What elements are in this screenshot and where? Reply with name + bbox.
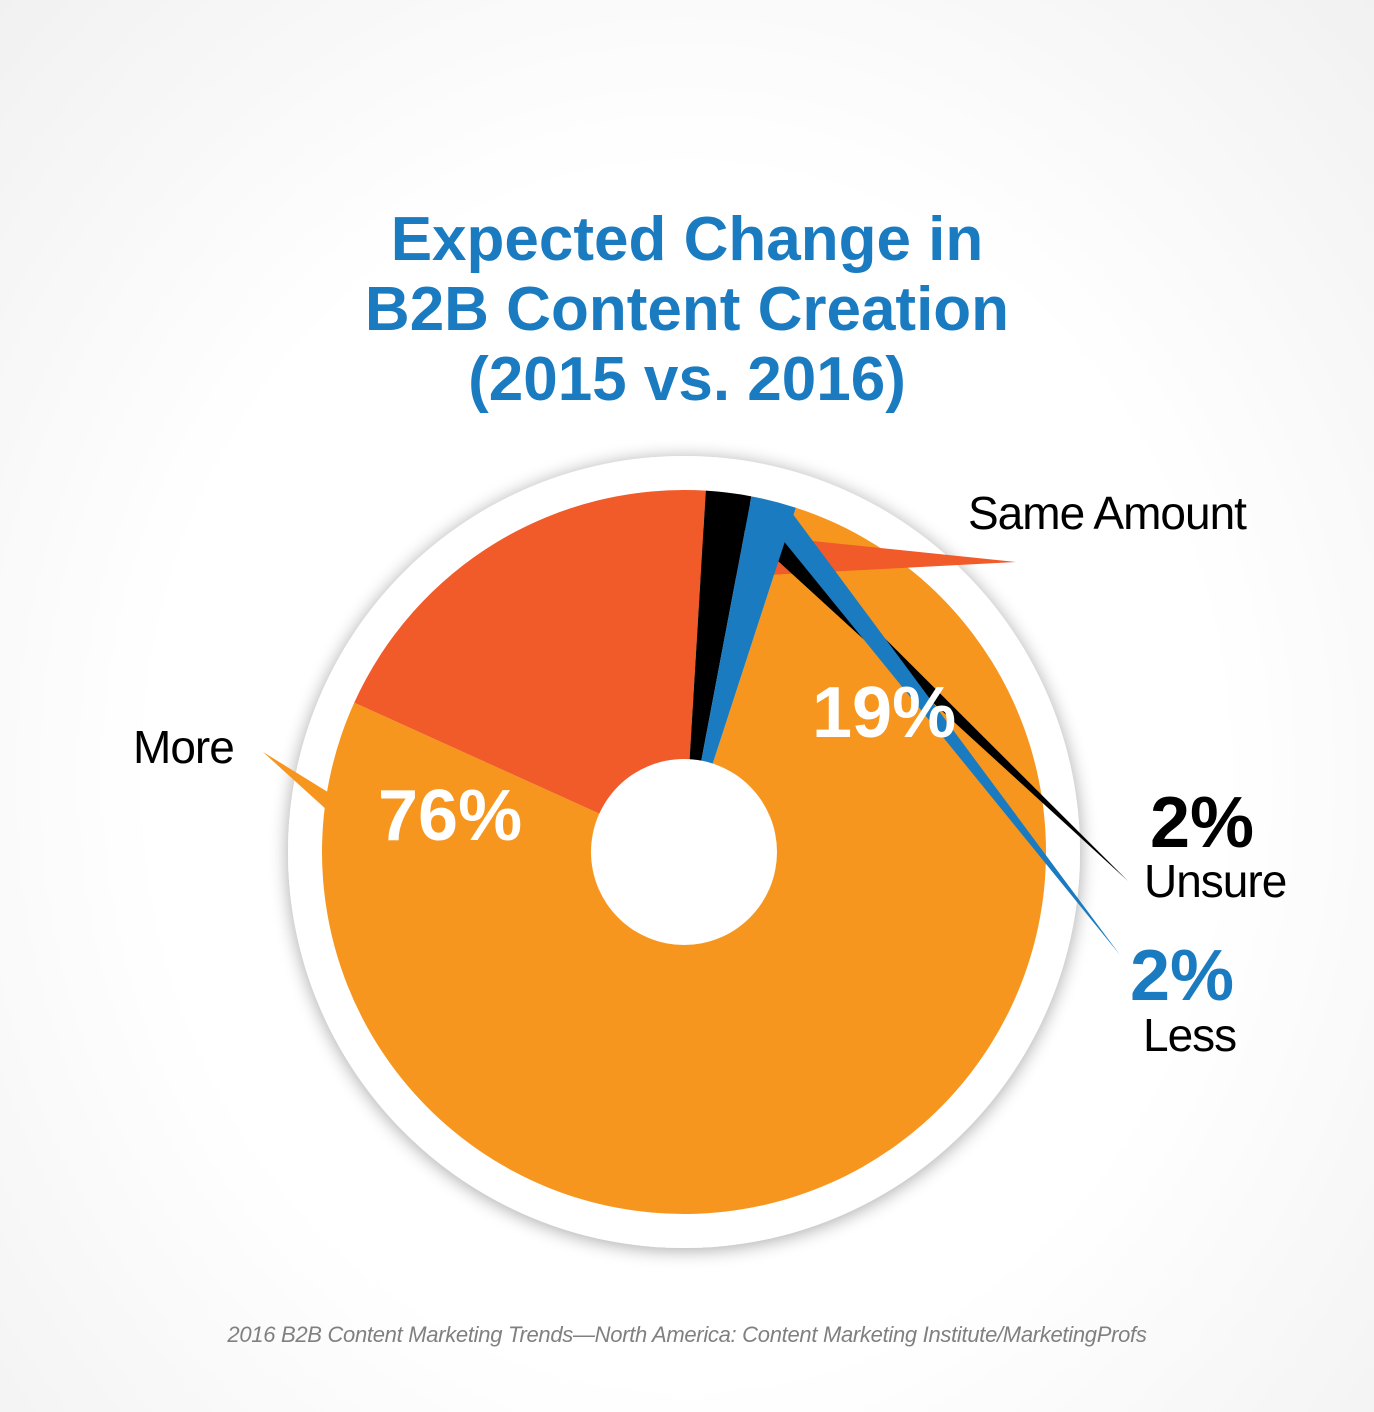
label-unsure: Unsure: [1144, 855, 1287, 907]
chart-title-line-1: Expected Change in: [390, 205, 984, 274]
chart-title-line-2: B2B Content Creation: [364, 275, 1010, 344]
callout-pointer-more: [263, 752, 893, 1201]
value-same-amount: 19%: [812, 673, 957, 753]
value-more: 76%: [378, 776, 523, 856]
label-more: More: [133, 721, 235, 773]
source-note: 2016 B2B Content Marketing Trends—North …: [227, 1322, 1147, 1347]
chart-title: Expected Change in B2B Content Creation …: [0, 205, 1374, 415]
callout-pointer-less: [752, 502, 1120, 955]
label-less: Less: [1143, 1009, 1237, 1061]
value-unsure: 2%: [1150, 783, 1255, 863]
label-same-amount: Same Amount: [968, 487, 1247, 539]
chart-title-line-3: (2015 vs. 2016): [468, 345, 906, 414]
pie-slices: [263, 490, 1128, 1215]
pie-center-hole: [591, 759, 777, 945]
value-less: 2%: [1130, 936, 1235, 1016]
pie-slice-less: [684, 496, 796, 852]
